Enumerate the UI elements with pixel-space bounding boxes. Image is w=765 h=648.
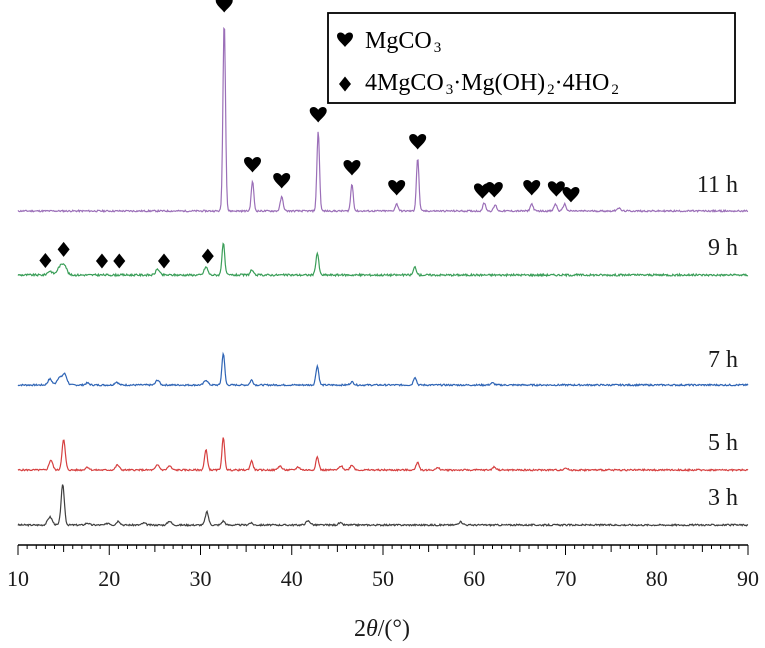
x-tick-label: 10 [7, 566, 29, 591]
legend: MgCO 3 4MgCO 3·Mg(OH) 2·4HO 2 [327, 12, 736, 104]
heart-marker [309, 106, 327, 123]
legend-entry-heart: MgCO 3 [365, 28, 441, 56]
heart-marker [215, 0, 233, 13]
legend-entry-diamond: 4MgCO 3·Mg(OH) 2·4HO 2 [365, 70, 619, 98]
diamond-marker [339, 76, 351, 92]
series-label: 11 h [697, 172, 738, 198]
diamond-marker [201, 248, 214, 264]
diamond-marker [39, 252, 52, 268]
heart-marker [343, 159, 361, 176]
x-tick-label: 20 [98, 566, 120, 591]
series-line-5h [17, 437, 749, 473]
series-label: 7 h [708, 347, 738, 373]
series-line-7h [17, 351, 749, 388]
heart-marker [485, 182, 503, 198]
series-line-11h [17, 26, 749, 214]
heart-marker [273, 172, 291, 189]
series-layer: 3 h 5 h 7 h 9 h 11 h [17, 26, 749, 527]
legend-box [327, 12, 736, 104]
series-label: 9 h [708, 235, 738, 261]
series-label: 3 h [708, 485, 738, 511]
x-axis: 10 20 30 40 50 60 70 80 90 [7, 544, 759, 591]
x-tick-label: 90 [737, 566, 759, 591]
heart-marker [547, 181, 565, 197]
x-tick-label: 30 [190, 566, 212, 591]
diamond-marker [57, 241, 70, 257]
x-tick-label: 80 [646, 566, 668, 591]
heart-marker [523, 179, 541, 196]
heart-marker [244, 156, 262, 173]
heart-marker [337, 32, 353, 47]
heart-marker [562, 186, 580, 203]
series-line-3h [17, 484, 749, 527]
diamond-marker [113, 253, 126, 269]
series-line-9h [17, 242, 749, 278]
x-tick-label: 50 [372, 566, 394, 591]
heart-marker [388, 179, 406, 196]
heart-marker [409, 133, 427, 150]
diamond-marker [158, 253, 170, 269]
x-tick-label: 70 [555, 566, 577, 591]
diamond-marker [95, 253, 108, 269]
series-label: 5 h [708, 430, 738, 456]
x-tick-label: 60 [463, 566, 485, 591]
annotation-markers [39, 0, 580, 269]
x-axis-label: 2θ/(°) [354, 616, 410, 642]
x-tick-label: 40 [281, 566, 303, 591]
